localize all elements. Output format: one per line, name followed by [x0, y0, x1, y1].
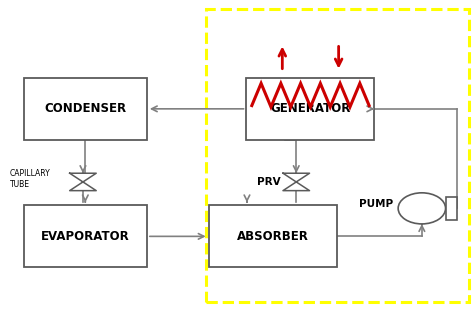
- Bar: [446, 197, 457, 220]
- Circle shape: [398, 193, 446, 224]
- Text: GENERATOR: GENERATOR: [270, 102, 351, 115]
- Text: CAPILLARY
TUBE: CAPILLARY TUBE: [9, 169, 50, 188]
- Text: EVAPORATOR: EVAPORATOR: [41, 230, 130, 243]
- Bar: [206, 9, 469, 302]
- Bar: [24, 78, 147, 140]
- Text: PRV: PRV: [257, 177, 281, 187]
- Bar: [246, 78, 374, 140]
- Bar: [209, 205, 337, 267]
- Text: CONDENSER: CONDENSER: [44, 102, 127, 115]
- Text: PUMP: PUMP: [359, 199, 393, 209]
- Bar: [24, 205, 147, 267]
- Text: ABSORBER: ABSORBER: [237, 230, 309, 243]
